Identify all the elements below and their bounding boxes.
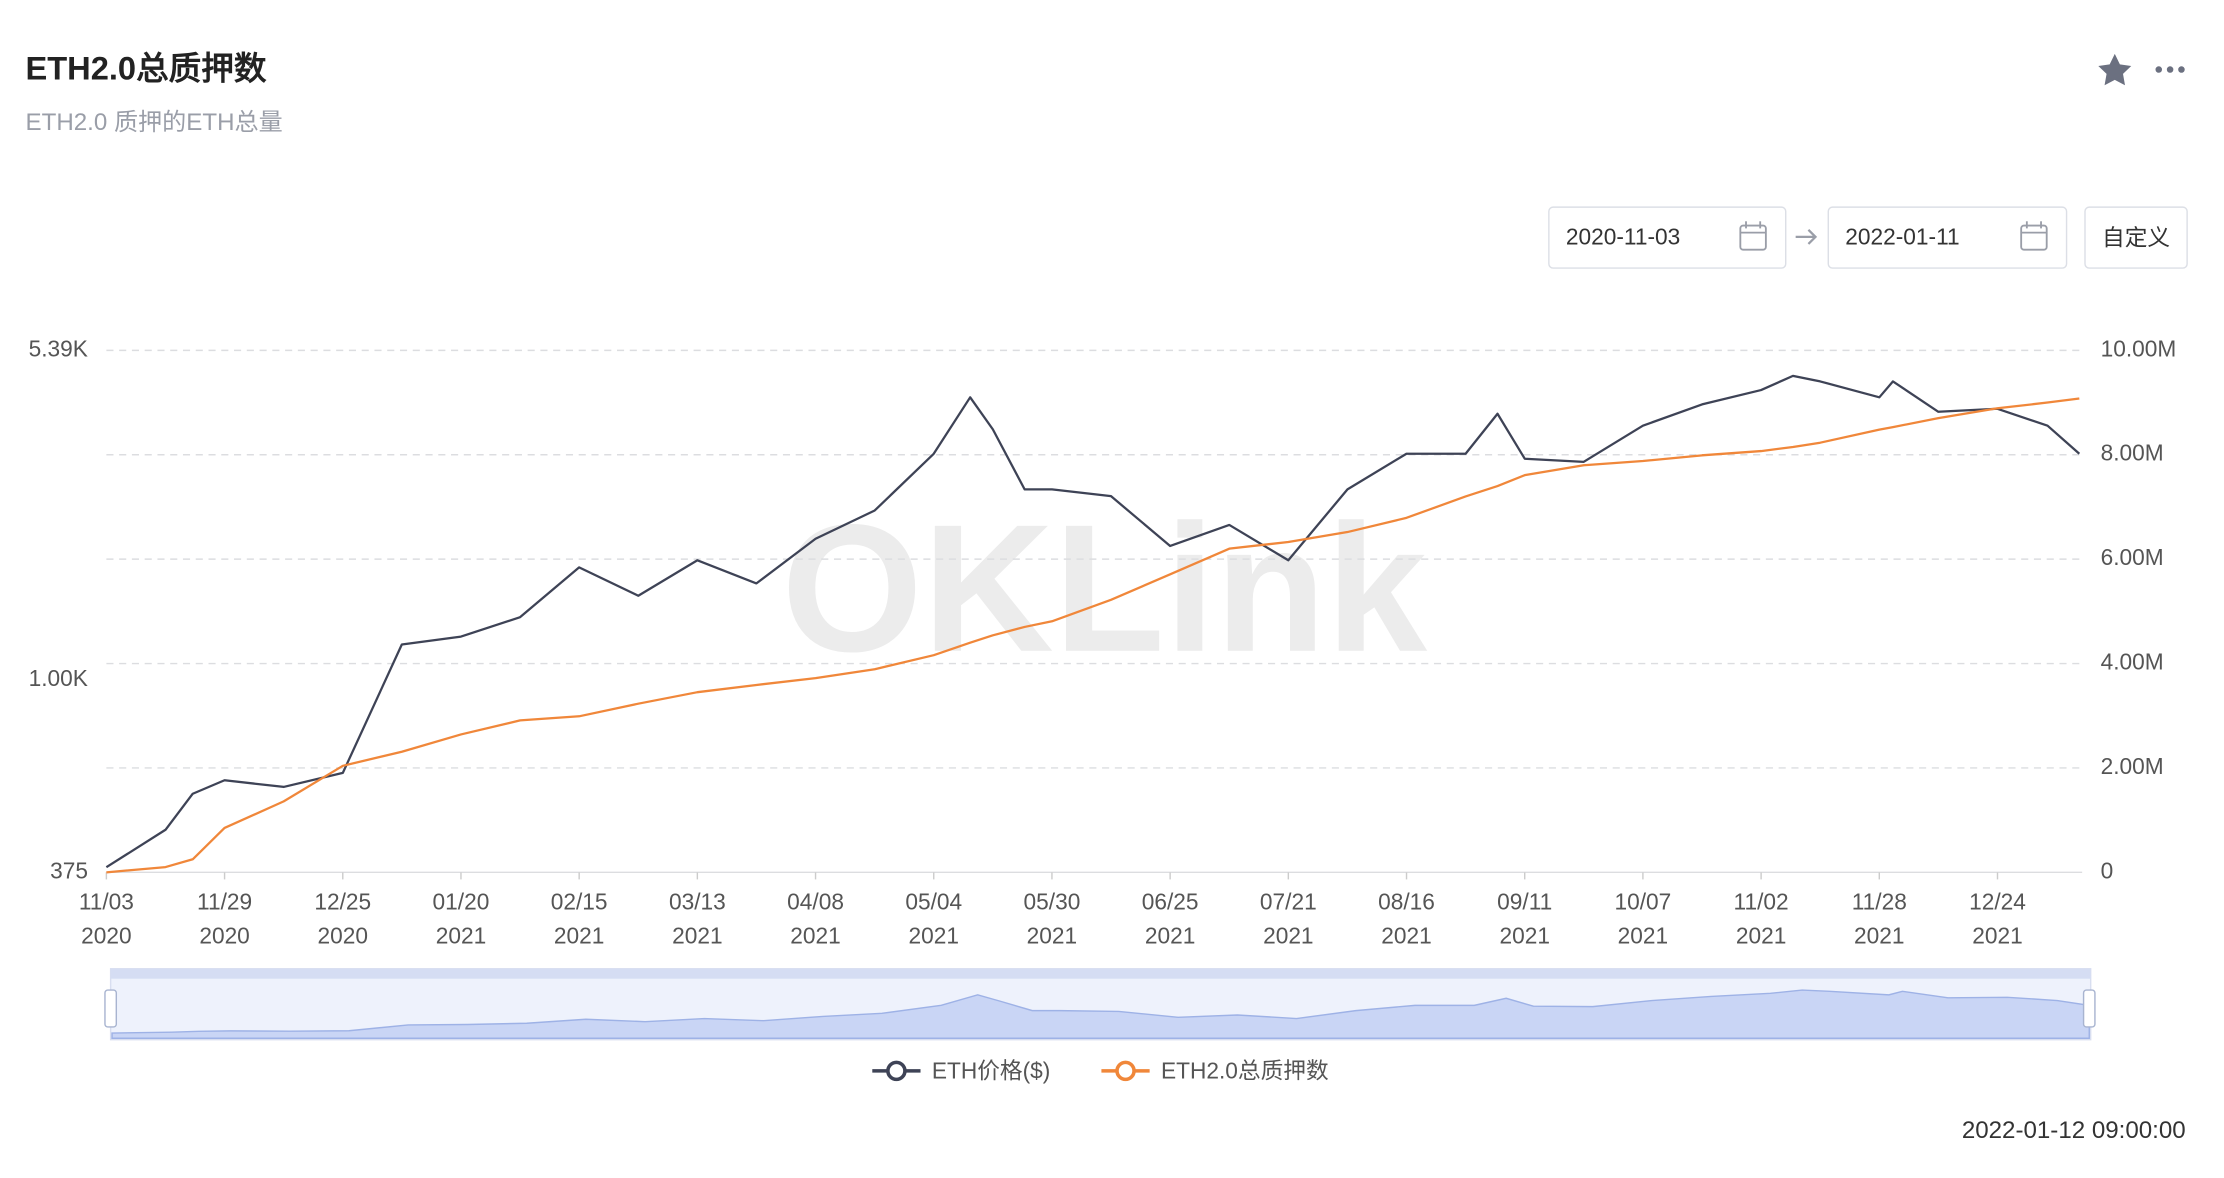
x-tick-label: 02/15 — [551, 889, 608, 915]
x-tick-year: 2021 — [1618, 923, 1668, 949]
x-tick-year: 2021 — [1972, 923, 2022, 949]
x-tick-label: 06/25 — [1142, 889, 1199, 915]
end-date: 2022-01-11 — [1845, 223, 1959, 249]
x-tick-label: 11/02 — [1734, 889, 1789, 915]
y2-tick-label: 0 — [2101, 857, 2114, 883]
x-tick-label: 03/13 — [669, 889, 726, 915]
more-icon[interactable] — [2155, 66, 2185, 73]
slider-handle[interactable] — [104, 989, 118, 1028]
watermark: OKLink — [782, 488, 1429, 690]
x-tick-label: 10/07 — [1615, 889, 1672, 915]
subtitle: ETH2.0 质押的ETH总量 — [26, 109, 283, 136]
timestamp: 2022-01-12 09:00:00 — [1962, 1117, 2186, 1144]
custom-button[interactable]: 自定义 — [2084, 206, 2188, 269]
legend-label: ETH价格($) — [932, 1057, 1050, 1083]
x-tick-label: 11/28 — [1852, 889, 1907, 915]
end-date-input[interactable]: 2022-01-11 — [1827, 206, 2068, 269]
slider-handle[interactable] — [2082, 989, 2096, 1028]
x-tick-label: 12/24 — [1969, 889, 2026, 915]
legend-label: ETH2.0总质押数 — [1161, 1057, 1329, 1083]
y2-tick-label: 10.00M — [2101, 335, 2177, 361]
x-tick-label: 12/25 — [314, 889, 371, 915]
legend-item[interactable]: ETH价格($) — [872, 1057, 1050, 1083]
x-tick-label: 08/16 — [1378, 889, 1435, 915]
x-tick-year: 2021 — [1145, 923, 1195, 949]
favorite-icon[interactable] — [2098, 53, 2132, 86]
x-tick-year: 2021 — [1854, 923, 1904, 949]
x-tick-year: 2021 — [554, 923, 604, 949]
series-line — [106, 397, 2080, 874]
custom-button-label: 自定义 — [2102, 225, 2170, 251]
overview-area — [111, 989, 2090, 1039]
x-tick-year: 2021 — [1381, 923, 1431, 949]
title: ETH2.0总质押数 — [26, 50, 267, 87]
start-date-input[interactable]: 2020-11-03 — [1548, 206, 1787, 269]
legend-marker — [886, 1060, 907, 1082]
y2-tick-label: 8.00M — [2101, 440, 2164, 466]
range-arrow — [1795, 228, 1818, 245]
legend-item[interactable]: ETH2.0总质押数 — [1101, 1057, 1329, 1083]
x-tick-label: 07/21 — [1260, 889, 1317, 915]
x-tick-year: 2020 — [318, 923, 368, 949]
y-tick-label: 5.39K — [29, 335, 88, 361]
y-tick-label: 375 — [50, 857, 88, 883]
x-tick-label: 11/03 — [79, 889, 134, 915]
x-tick-label: 05/04 — [905, 889, 962, 915]
series-line — [105, 374, 2081, 869]
x-tick-label: 04/08 — [787, 889, 844, 915]
x-tick-label: 09/11 — [1497, 889, 1552, 915]
x-tick-year: 2021 — [909, 923, 959, 949]
x-tick-year: 2021 — [1263, 923, 1313, 949]
y2-tick-label: 4.00M — [2101, 649, 2164, 675]
y2-tick-label: 6.00M — [2101, 544, 2164, 570]
x-tick-year: 2021 — [436, 923, 486, 949]
x-tick-year: 2021 — [1499, 923, 1549, 949]
y-tick-label: 1.00K — [29, 665, 88, 691]
x-tick-year: 2021 — [790, 923, 840, 949]
y2-tick-label: 2.00M — [2101, 753, 2164, 779]
x-tick-year: 2021 — [672, 923, 722, 949]
x-tick-year: 2020 — [81, 923, 131, 949]
x-tick-label: 05/30 — [1024, 889, 1081, 915]
x-tick-year: 2021 — [1027, 923, 1077, 949]
legend-marker — [1115, 1060, 1136, 1082]
x-tick-year: 2021 — [1736, 923, 1786, 949]
x-tick-label: 01/20 — [433, 889, 490, 915]
start-date: 2020-11-03 — [1566, 223, 1680, 249]
x-tick-year: 2020 — [199, 923, 249, 949]
x-tick-label: 11/29 — [197, 889, 252, 915]
